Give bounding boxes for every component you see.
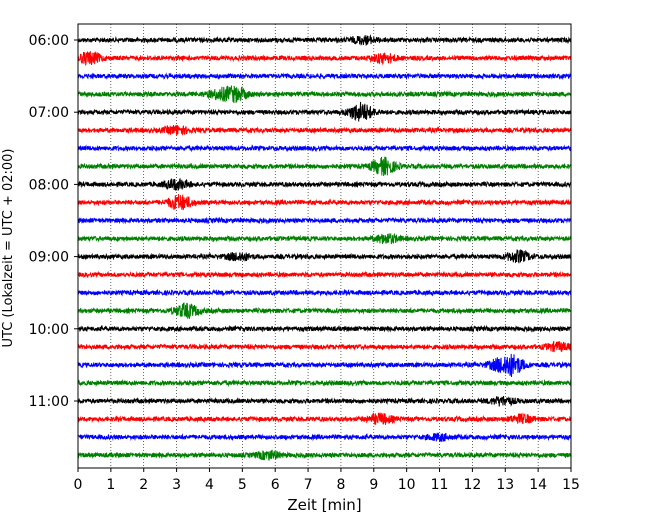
trace-0815 [77, 194, 572, 210]
x-axis-ticks: 0 1 2 3 4 5 6 7 8 9 10 11 12 13 14 15 [74, 468, 580, 493]
trace-1000 [77, 324, 572, 333]
trace-0600 [77, 34, 572, 46]
x-tick-label: 0 [74, 477, 83, 493]
trace-0945 [77, 302, 572, 319]
plot-frame [77, 23, 572, 469]
y-tick-label: 10:00 [29, 322, 69, 338]
x-tick-label: 4 [205, 477, 214, 493]
trace-0715 [77, 124, 572, 136]
y-tick-label: 07:00 [29, 105, 69, 121]
x-tick-label: 11 [431, 477, 449, 493]
trace-0915 [77, 270, 572, 279]
x-tick-label: 1 [106, 477, 115, 493]
trace-1030 [77, 353, 572, 377]
x-tick-label: 9 [369, 477, 378, 493]
y-axis-ticks: 06:00 07:00 08:00 09:00 10:00 11:00 [29, 33, 78, 410]
trace-1145 [77, 449, 572, 461]
trace-0615 [77, 51, 572, 67]
y-tick-label: 09:00 [29, 250, 69, 266]
x-tick-label: 5 [238, 477, 247, 493]
seismic-traces [77, 34, 572, 461]
x-tick-label: 2 [139, 477, 148, 493]
x-tick-label: 13 [496, 477, 514, 493]
x-axis-label: Zeit [min] [287, 496, 361, 514]
y-tick-label: 11:00 [29, 394, 69, 410]
trace-0730 [77, 144, 572, 153]
trace-1015 [77, 340, 572, 353]
trace-0645 [77, 85, 572, 104]
trace-1130 [77, 432, 572, 442]
trace-0900 [77, 248, 572, 264]
x-tick-label: 14 [529, 477, 547, 493]
trace-1045 [77, 378, 572, 388]
x-tick-label: 12 [463, 477, 481, 493]
trace-0700 [77, 101, 572, 122]
trace-0845 [77, 232, 572, 245]
x-tick-label: 10 [398, 477, 416, 493]
trace-0800 [77, 177, 572, 191]
x-tick-label: 3 [172, 477, 181, 493]
y-axis-label: UTC (Lokalzeit = UTC + 02:00) [1, 149, 16, 348]
trace-0930 [77, 288, 572, 297]
y-tick-label: 08:00 [29, 177, 69, 193]
trace-0745 [77, 156, 572, 176]
x-tick-label: 8 [336, 477, 345, 493]
x-tick-label: 15 [562, 477, 580, 493]
trace-0630 [77, 72, 572, 81]
y-tick-label: 06:00 [29, 33, 69, 49]
trace-1115 [77, 412, 572, 425]
x-tick-label: 7 [304, 477, 313, 493]
trace-0830 [77, 216, 572, 225]
trace-1100 [77, 396, 572, 407]
x-tick-label: 6 [271, 477, 280, 493]
